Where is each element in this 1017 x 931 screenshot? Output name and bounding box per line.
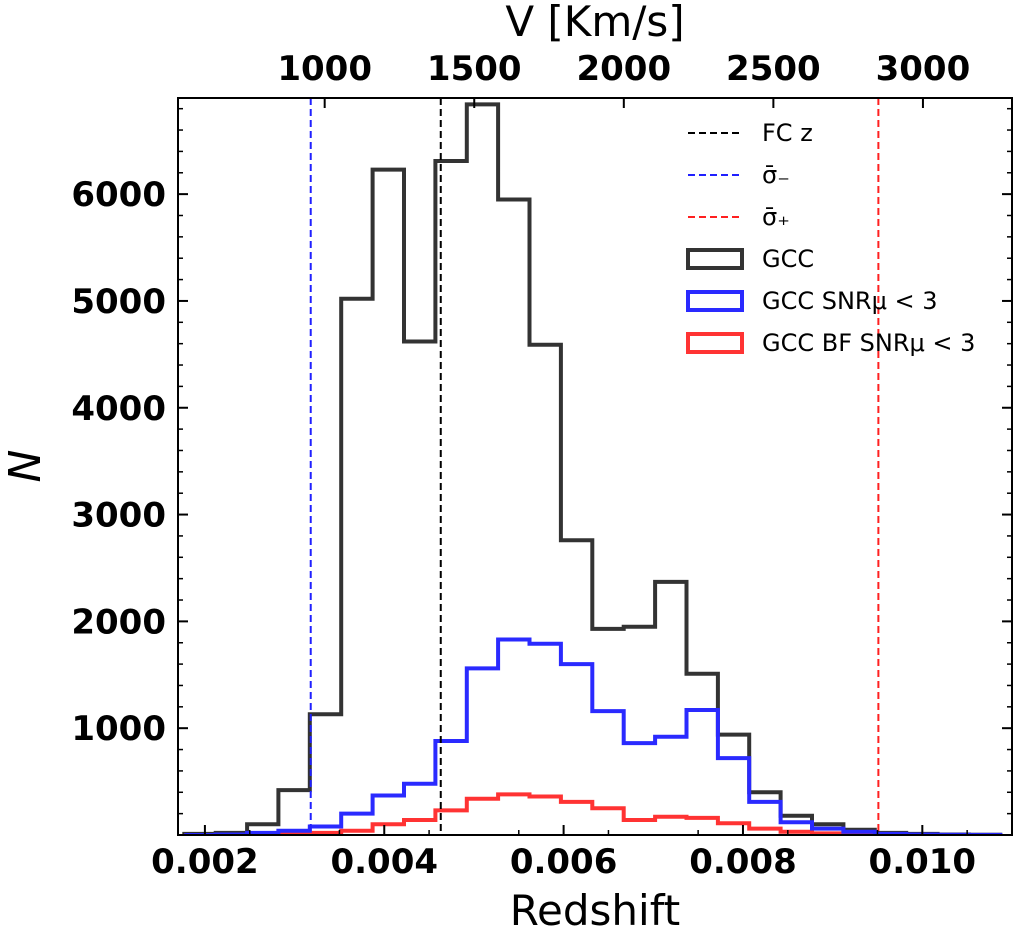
legend: FC z σ̄₋ σ̄₊ GCC GCC SNRμ < 3 GCC BF SNRμ < 3 — [686, 119, 975, 357]
plot-frame — [177, 97, 1013, 836]
legend-label: GCC — [762, 245, 814, 273]
y-tick-label: 1000 — [71, 709, 166, 749]
x-axis-title: Redshift — [510, 886, 680, 931]
legend-box-swatch — [686, 332, 744, 354]
tick-layer: 0.002 0.004 0.006 0.008 0.010 1000 2000 3000 400… — [71, 49, 1012, 882]
y-tick-label: 5000 — [71, 282, 166, 322]
top-tick-label: 1000 — [277, 49, 372, 89]
x-tick-label: 0.006 — [510, 842, 618, 882]
legend-label: GCC BF SNRμ < 3 — [762, 329, 975, 357]
legend-box-swatch — [686, 248, 744, 270]
x-tick-label: 0.002 — [151, 842, 259, 882]
top-tick-label: 2500 — [726, 49, 821, 89]
x-tick-label: 0.004 — [330, 842, 438, 882]
series-gcc-bf-snr-3-step — [184, 792, 1001, 835]
legend-label: GCC SNRμ < 3 — [762, 287, 938, 315]
series-gcc-snr-3-step — [184, 637, 1003, 835]
y-tick-label: 2000 — [71, 602, 166, 642]
x-tick-label: 0.010 — [869, 842, 977, 882]
legend-label: σ̄₊ — [762, 203, 790, 231]
y-tick-label: 4000 — [71, 389, 166, 429]
top-tick-label: 3000 — [876, 49, 971, 89]
vline-layer — [309, 98, 880, 835]
y-axis-title: N — [0, 450, 51, 483]
y-tick-label: 3000 — [71, 496, 166, 536]
legend-box-swatch — [686, 290, 744, 312]
legend-label: FC z — [762, 119, 813, 147]
top-axis-title: V [Km/s] — [505, 0, 684, 46]
y-tick-label: 6000 — [71, 175, 166, 215]
top-tick-label: 2000 — [576, 49, 671, 89]
top-tick-label: 1500 — [427, 49, 522, 89]
x-tick-label: 0.008 — [689, 842, 797, 882]
legend-label: σ̄₋ — [762, 161, 790, 189]
